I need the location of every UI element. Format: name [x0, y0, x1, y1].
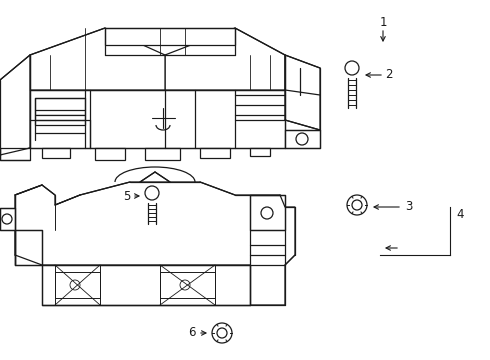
- Polygon shape: [30, 90, 285, 148]
- Circle shape: [347, 195, 367, 215]
- Text: 1: 1: [379, 15, 387, 28]
- Polygon shape: [55, 272, 100, 298]
- Polygon shape: [105, 28, 235, 45]
- Text: 5: 5: [122, 189, 130, 202]
- Polygon shape: [200, 148, 230, 158]
- Polygon shape: [30, 28, 165, 90]
- Polygon shape: [0, 55, 30, 155]
- Text: 3: 3: [405, 201, 413, 213]
- Circle shape: [345, 61, 359, 75]
- Polygon shape: [160, 272, 215, 298]
- Polygon shape: [42, 265, 250, 305]
- Polygon shape: [140, 172, 170, 182]
- Polygon shape: [35, 98, 85, 115]
- Polygon shape: [15, 230, 42, 265]
- Polygon shape: [250, 148, 270, 156]
- Text: 6: 6: [189, 327, 196, 339]
- Text: 2: 2: [385, 68, 392, 81]
- Circle shape: [212, 323, 232, 343]
- Circle shape: [180, 280, 190, 290]
- Circle shape: [145, 186, 159, 200]
- Polygon shape: [0, 208, 15, 230]
- Polygon shape: [95, 148, 125, 160]
- Polygon shape: [15, 182, 295, 305]
- Polygon shape: [285, 55, 320, 130]
- Circle shape: [217, 328, 227, 338]
- Circle shape: [70, 280, 80, 290]
- Text: 4: 4: [456, 208, 464, 221]
- Polygon shape: [145, 148, 180, 160]
- Polygon shape: [35, 115, 85, 125]
- Polygon shape: [285, 130, 320, 148]
- Polygon shape: [250, 195, 285, 230]
- Circle shape: [2, 214, 12, 224]
- Polygon shape: [0, 148, 30, 160]
- Circle shape: [261, 207, 273, 219]
- Circle shape: [296, 133, 308, 145]
- Polygon shape: [42, 148, 70, 158]
- Polygon shape: [165, 28, 285, 90]
- Circle shape: [352, 200, 362, 210]
